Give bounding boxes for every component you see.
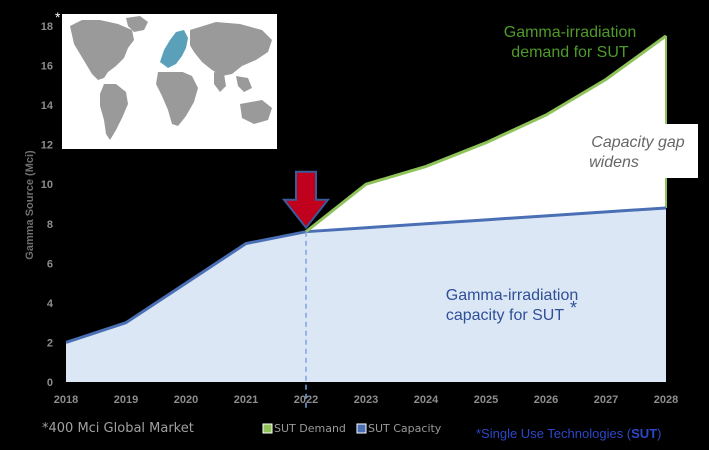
year-marker (281, 170, 331, 410)
sut-footnote: *Single Use Technologies (SUT) (476, 426, 661, 441)
demand-annotation-line1: Gamma-irradiation (504, 24, 636, 41)
legend-label-demand: SUT Demand (274, 422, 346, 435)
gap-annotation-box (578, 124, 698, 178)
asterisk-top: * (55, 9, 61, 25)
x-tick-label-2021: 2021 (234, 394, 258, 406)
europe-region (160, 30, 188, 68)
y-tick-label-8: 8 (47, 219, 53, 231)
plot-lines (65, 34, 667, 344)
global-market-note: *400 Mci Global Market (42, 421, 194, 436)
sut-footnote-bold: SUT (631, 426, 657, 441)
y-tick-label-12: 12 (41, 140, 53, 152)
x-tick-label-2024: 2024 (414, 394, 439, 406)
legend: SUT Demand SUT Capacity (262, 422, 442, 435)
x-tick-label-2027: 2027 (594, 394, 618, 406)
sut-footnote-prefix: *Single Use Technologies ( (476, 426, 632, 441)
capacity-area (66, 207, 666, 382)
x-tick-label-2028: 2028 (654, 394, 678, 406)
capacity-annotation-asterisk: * (570, 298, 577, 318)
y-tick-label-14: 14 (41, 100, 54, 112)
y-tick-label-4: 4 (47, 298, 54, 310)
gap-annotation-line2: widens (589, 154, 639, 171)
capacity-annotation-line1: Gamma-irradiation (446, 287, 578, 304)
y-tick-label-10: 10 (41, 179, 53, 191)
x-tick-label-2018: 2018 (54, 394, 78, 406)
x-tick-label-2025: 2025 (474, 394, 498, 406)
y-tick-label-16: 16 (41, 61, 53, 73)
y-tick-label-2: 2 (47, 337, 53, 349)
marker-arrow-icon (281, 170, 331, 230)
y-axis-ticks: 0 2 4 6 8 10 12 14 16 18 (41, 21, 54, 389)
sut-footnote-suffix: ) (657, 426, 661, 441)
demand-annotation-line2: demand for SUT (511, 44, 629, 61)
x-tick-label-2020: 2020 (174, 394, 198, 406)
capacity-annotation-line2: capacity for SUT (446, 307, 564, 324)
y-axis-label: Gamma Source (Mci) (24, 150, 36, 260)
y-tick-label-6: 6 (47, 258, 53, 270)
world-map-icon (62, 14, 277, 149)
y-tick-label-0: 0 (47, 377, 53, 389)
plot-areas (66, 35, 666, 382)
x-tick-label-2022: 2022 (294, 394, 318, 406)
x-tick-label-2026: 2026 (534, 394, 558, 406)
gap-annotation-line1: Capacity gap (591, 134, 684, 151)
y-tick-label-18: 18 (41, 21, 53, 33)
legend-label-capacity: SUT Capacity (368, 422, 442, 435)
x-axis-ticks: 2018 2019 2020 2021 2022 2023 2024 2025 2026 2027… (54, 394, 678, 406)
legend-swatch-demand (262, 423, 273, 434)
legend-swatch-capacity (356, 423, 367, 434)
demand-series-line (305, 34, 667, 233)
x-tick-label-2019: 2019 (114, 394, 138, 406)
capacity-series-line (65, 206, 667, 344)
x-tick-label-2023: 2023 (354, 394, 378, 406)
capacity-gap-area (306, 35, 666, 232)
